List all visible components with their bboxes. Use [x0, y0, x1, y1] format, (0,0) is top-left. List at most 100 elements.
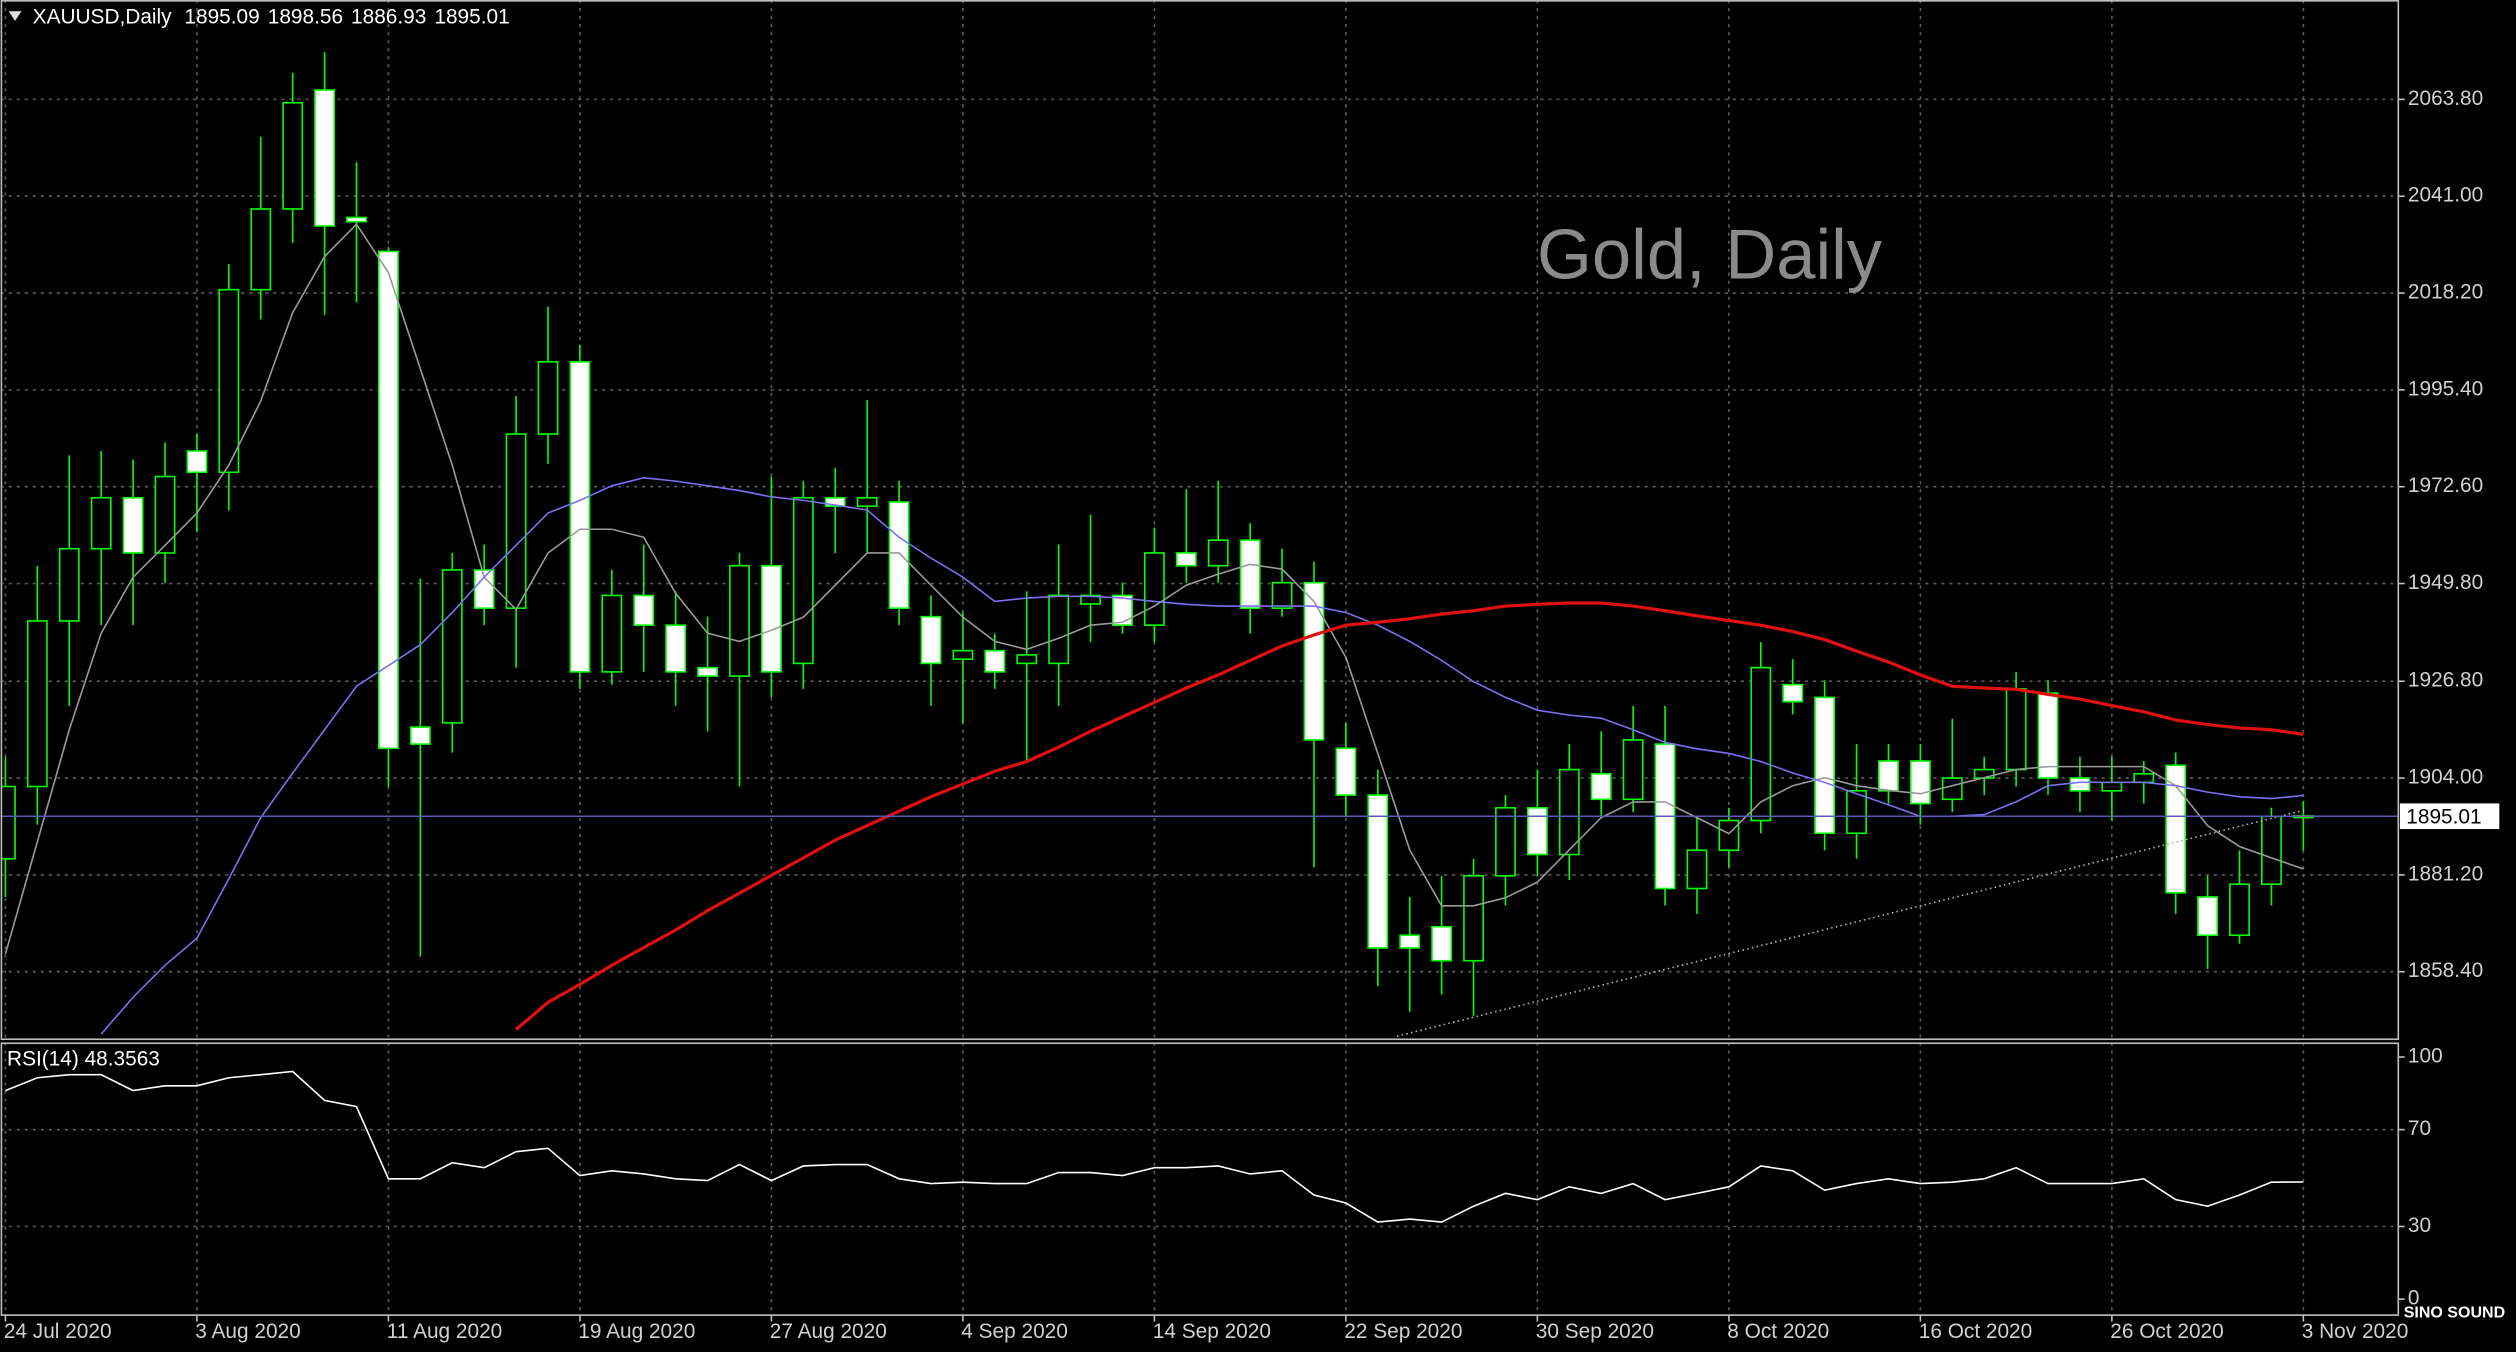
header-arrow	[8, 11, 22, 21]
y-tick-label: 70	[2408, 1117, 2431, 1140]
candle-body	[1526, 806, 1548, 856]
candle-body	[1463, 874, 1484, 962]
candle-body	[760, 564, 782, 673]
candle-body	[729, 564, 750, 677]
candle-body	[2261, 815, 2282, 886]
candle-body	[1622, 739, 1644, 801]
candle-body	[2005, 688, 2027, 771]
candle-body	[2101, 781, 2123, 792]
y-tick-label: 1904.00	[2408, 766, 2483, 789]
candle-body	[218, 288, 240, 474]
candle-body	[346, 216, 367, 223]
candle-body	[2133, 773, 2155, 784]
candle-body	[409, 726, 431, 745]
candle-body	[856, 496, 878, 508]
candle-body	[952, 649, 974, 660]
price-frame	[0, 0, 2400, 1041]
y-tick-label: 30	[2408, 1214, 2431, 1237]
candle-body	[1973, 768, 1995, 779]
candle-body	[282, 101, 304, 210]
candle-body	[1590, 773, 1612, 801]
candle-body	[1495, 806, 1516, 877]
rsi-line	[5, 1070, 2304, 1223]
y-tick-label: 0	[2408, 1287, 2420, 1310]
candle-body	[697, 666, 719, 677]
candle-body	[633, 594, 655, 626]
symbol-title: XAUUSD,Daily	[33, 5, 172, 28]
candle-body	[154, 475, 176, 554]
candle-body	[2229, 883, 2250, 937]
candle-body	[537, 361, 559, 435]
price-panel	[0, 51, 2399, 1038]
logo: SINO SOUND	[2404, 1304, 2505, 1322]
price-box	[2399, 803, 2500, 830]
candle-body	[1048, 594, 1070, 665]
x-tick-label: 22 Sep 2020	[1344, 1320, 1462, 1343]
x-tick-label: 14 Sep 2020	[1153, 1320, 1271, 1343]
x-tick-label: 3 Aug 2020	[195, 1320, 300, 1343]
candle-body	[441, 569, 463, 724]
watermark: Gold, Daily	[1537, 214, 1883, 293]
candle-body	[792, 496, 814, 665]
low-value: 1886.93	[351, 5, 426, 28]
header: XAUUSD,Daily 1895.09 1898.56 1886.93 1895.01	[33, 5, 510, 28]
candle-body	[1878, 760, 1899, 792]
candle-body	[1303, 581, 1325, 741]
candle-body	[1558, 768, 1580, 856]
y-tick-label: 1926.80	[2408, 669, 2483, 692]
high-value: 1898.56	[268, 5, 343, 28]
candle-body	[2197, 896, 2219, 937]
candle-body	[1016, 654, 1038, 665]
close-value: 1895.01	[434, 5, 509, 28]
candle-body	[1782, 683, 1804, 703]
candle-body	[1399, 934, 1421, 949]
x-tick-label: 19 Aug 2020	[578, 1320, 695, 1343]
candle-body	[824, 496, 846, 508]
candle-body	[569, 361, 591, 673]
candle-body	[984, 649, 1006, 673]
candle-body	[920, 615, 942, 665]
x-tick-label: 27 Aug 2020	[770, 1320, 887, 1343]
candle-body	[26, 620, 48, 788]
x-tick-label: 11 Aug 2020	[387, 1320, 502, 1343]
candle-body	[1846, 790, 1867, 835]
candle-body	[186, 450, 208, 474]
candle-body	[1175, 552, 1197, 567]
candle-body	[1686, 849, 1708, 890]
candle-body	[601, 594, 623, 673]
moving-average	[515, 601, 2304, 1031]
candle-body	[1080, 594, 1101, 605]
candle-body	[2165, 764, 2187, 894]
rsi-title: RSI(14) 48.3563	[7, 1048, 160, 1071]
y-tick-label: 1949.80	[2408, 571, 2483, 594]
candle-body	[505, 433, 527, 609]
candle-body	[1718, 819, 1740, 852]
candle-body	[665, 624, 687, 673]
y-tick-label: 100	[2408, 1044, 2443, 1067]
y-tick-label: 1881.20	[2408, 862, 2483, 885]
candle-body	[1335, 747, 1357, 796]
candle-body	[58, 547, 80, 622]
x-tick-label: 8 Oct 2020	[1727, 1320, 1829, 1343]
candle-body	[1367, 794, 1389, 949]
moving-average	[4, 222, 2304, 955]
y-tick-label: 1972.60	[2408, 474, 2483, 497]
y-tick-label: 1995.40	[2408, 377, 2483, 400]
rsi-panel	[5, 1070, 2304, 1223]
x-tick-label: 26 Oct 2020	[2110, 1320, 2223, 1343]
candle-body	[2069, 777, 2091, 792]
candle-body	[122, 496, 144, 554]
trend-line	[1396, 809, 2306, 1038]
candle-body	[0, 785, 16, 860]
x-tick-label: 3 Nov 2020	[2302, 1320, 2409, 1343]
candle-body	[314, 89, 336, 227]
candle-body	[1207, 539, 1229, 567]
x-tick-label: 24 Jul 2020	[4, 1320, 112, 1343]
candle-body	[1239, 539, 1261, 609]
price-label: 1895.01	[2406, 805, 2481, 828]
candle-body	[1271, 581, 1293, 609]
candle-body	[90, 496, 112, 550]
candle-body	[1750, 666, 1772, 822]
